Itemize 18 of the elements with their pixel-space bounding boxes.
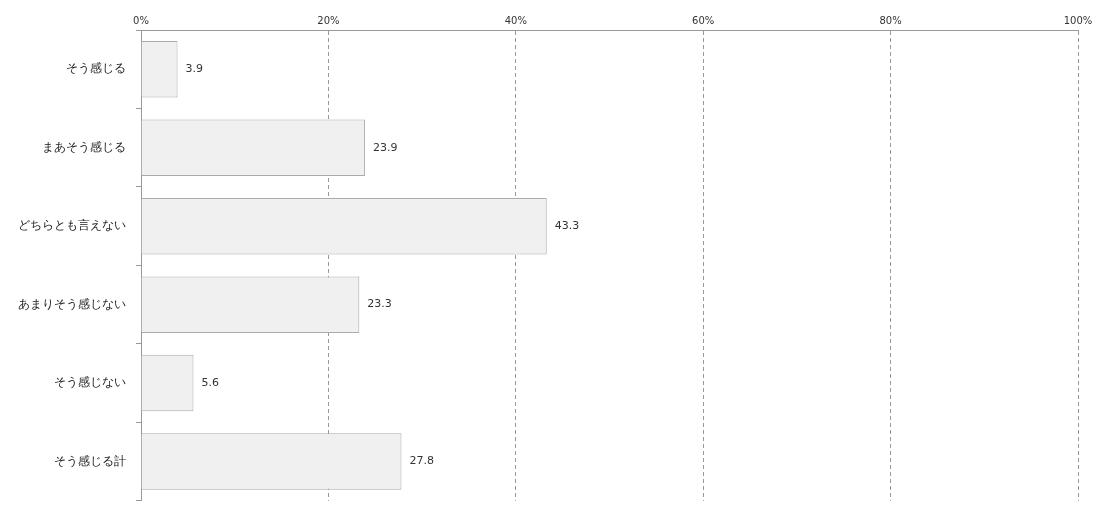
data-label: 23.3	[367, 297, 392, 311]
data-label: 23.9	[372, 140, 398, 154]
y-tick-label: そう感じない	[54, 375, 126, 390]
x-tick-label: 100%	[1063, 14, 1093, 26]
x-tick-label: 40%	[504, 14, 527, 26]
x-tick-label: 20%	[317, 14, 340, 26]
y-tick-label: あまりそう感じない	[18, 296, 126, 311]
x-tick-label: 0%	[133, 14, 149, 26]
y-tick-label: そう感じる	[66, 61, 126, 76]
data-label: 5.6	[201, 375, 219, 389]
x-tick-label: 60%	[692, 14, 715, 26]
y-tick-label: まあそう感じる	[42, 139, 126, 154]
data-label: 43.3	[554, 219, 580, 233]
y-tick-label: どちらとも言えない	[18, 218, 126, 233]
data-label: 3.9	[185, 62, 204, 76]
data-label: 27.8	[409, 454, 434, 468]
x-tick-label: 80%	[879, 14, 902, 26]
y-tick-label: そう感じる計	[54, 453, 126, 468]
